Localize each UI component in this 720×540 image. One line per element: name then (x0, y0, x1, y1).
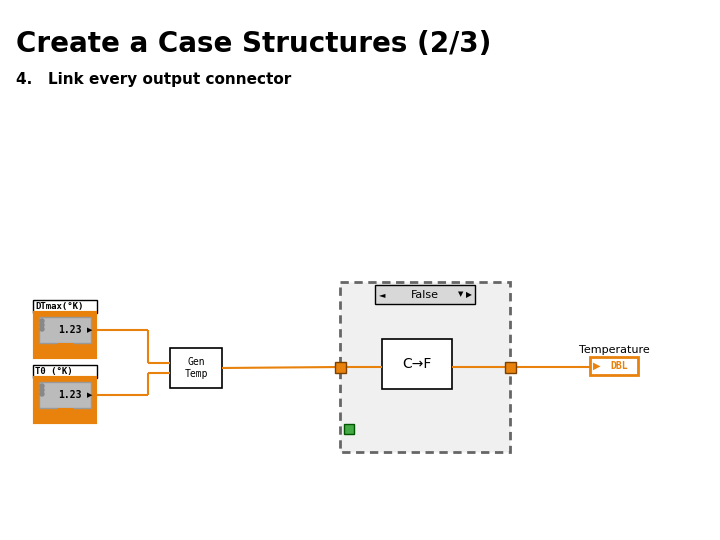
Text: DBL: DBL (610, 361, 628, 371)
Bar (344, 424, 354, 434)
Circle shape (40, 392, 44, 396)
Bar (33, 300, 97, 313)
Bar (33, 365, 97, 378)
Text: Create a Case Structures (2/3): Create a Case Structures (2/3) (16, 30, 491, 58)
Text: T0 (°K): T0 (°K) (35, 367, 73, 376)
Circle shape (40, 323, 44, 327)
Bar (590, 357, 638, 375)
Text: ▶: ▶ (593, 361, 600, 371)
Text: ▼: ▼ (459, 292, 464, 298)
Text: 1.23: 1.23 (58, 390, 82, 400)
Text: DBL: DBL (58, 409, 72, 418)
Text: Gen
Temp: Gen Temp (184, 357, 208, 379)
Bar (170, 348, 222, 388)
Bar (35, 378, 95, 422)
Text: ◄: ◄ (379, 290, 385, 299)
Bar (340, 282, 510, 452)
Bar (39, 382, 91, 408)
Circle shape (40, 384, 44, 388)
Text: 4.   Link every output connector: 4. Link every output connector (16, 72, 292, 87)
Circle shape (40, 388, 44, 392)
Bar (35, 313, 95, 357)
Text: ▶: ▶ (87, 327, 93, 333)
Bar (375, 285, 475, 304)
Bar (382, 339, 452, 389)
Bar (39, 317, 91, 343)
Text: ?: ? (347, 424, 351, 434)
Text: ▶: ▶ (87, 392, 93, 398)
Bar (335, 361, 346, 373)
Text: 1.23: 1.23 (58, 325, 82, 335)
Text: DBL: DBL (58, 344, 72, 353)
Text: C→F: C→F (402, 357, 432, 371)
Text: Temperature: Temperature (579, 345, 649, 355)
Circle shape (40, 319, 44, 323)
Circle shape (40, 327, 44, 331)
Text: False: False (411, 289, 439, 300)
Text: DTmax(°K): DTmax(°K) (35, 302, 84, 311)
Bar (505, 361, 516, 373)
Text: ▶: ▶ (466, 290, 472, 299)
